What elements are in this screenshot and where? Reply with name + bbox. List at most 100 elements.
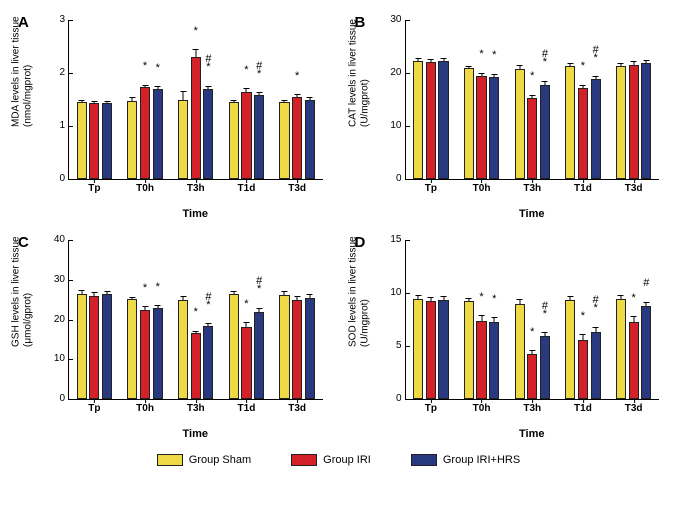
y-tick: 10 xyxy=(54,354,69,364)
legend-swatch xyxy=(411,454,437,466)
bar xyxy=(203,89,213,179)
error-bar xyxy=(494,74,495,77)
bar xyxy=(629,65,639,179)
legend-item: Group Sham xyxy=(157,454,251,466)
x-tick: T3d xyxy=(288,179,306,194)
error-bar xyxy=(81,100,82,103)
bar xyxy=(578,340,588,399)
significance-marker: * xyxy=(143,61,147,72)
significance-marker: * xyxy=(156,63,160,74)
significance-marker: # xyxy=(256,276,262,287)
x-tick: T3h xyxy=(187,179,205,194)
y-tick: 3 xyxy=(59,15,69,25)
error-bar xyxy=(443,58,444,61)
x-tick: T1d xyxy=(574,399,592,414)
error-bar xyxy=(297,296,298,301)
error-bar xyxy=(570,63,571,66)
x-tick: T1d xyxy=(574,179,592,194)
x-axis-label: Time xyxy=(68,208,323,220)
x-tick: T0h xyxy=(136,179,154,194)
y-axis-label: GSH levels in liver tissue(μmol/gprot) xyxy=(11,327,34,347)
error-bar xyxy=(94,101,95,104)
error-bar xyxy=(107,101,108,104)
bar xyxy=(191,333,201,399)
error-bar xyxy=(246,88,247,91)
panel-C: CGSH levels in liver tissue(μmol/gprot)0… xyxy=(12,232,329,442)
error-bar xyxy=(519,299,520,303)
legend-swatch xyxy=(291,454,317,466)
error-bar xyxy=(532,95,533,98)
error-bar xyxy=(595,76,596,79)
error-bar xyxy=(468,66,469,68)
error-bar xyxy=(208,323,209,326)
error-bar xyxy=(633,61,634,65)
error-bar xyxy=(208,86,209,89)
error-bar xyxy=(544,81,545,85)
bar xyxy=(127,299,137,399)
bar xyxy=(229,102,239,179)
y-tick: 15 xyxy=(390,235,405,245)
bar xyxy=(476,321,486,399)
bar xyxy=(140,87,150,179)
y-axis-label: SOD levels in liver tissue(U/mgprot) xyxy=(347,327,370,347)
bar xyxy=(77,102,87,179)
error-bar xyxy=(145,306,146,309)
error-bar xyxy=(309,97,310,100)
error-bar xyxy=(481,73,482,76)
error-bar xyxy=(157,86,158,89)
bar xyxy=(438,300,448,399)
y-tick: 0 xyxy=(396,174,406,184)
bar xyxy=(438,61,448,179)
bar xyxy=(476,76,486,179)
significance-marker: * xyxy=(194,26,198,37)
bar xyxy=(89,296,99,399)
plot-area: 0102030TpT0hT3hT1dT3d*****#*# xyxy=(405,20,660,180)
bar xyxy=(489,77,499,179)
bar xyxy=(191,57,201,179)
error-bar xyxy=(582,85,583,88)
bar xyxy=(102,294,112,399)
x-axis-label: Time xyxy=(68,428,323,440)
error-bar xyxy=(544,332,545,336)
error-bar xyxy=(183,296,184,301)
error-bar xyxy=(570,296,571,300)
x-axis-label: Time xyxy=(405,208,660,220)
significance-marker: * xyxy=(479,292,483,303)
y-tick: 30 xyxy=(390,15,405,25)
error-bar xyxy=(633,316,634,321)
error-bar xyxy=(259,308,260,313)
y-tick: 0 xyxy=(396,394,406,404)
y-axis-label: MDA levels in liver tissue(nmol/mgprot) xyxy=(11,107,34,127)
y-tick: 40 xyxy=(54,235,69,245)
error-bar xyxy=(297,94,298,97)
bar xyxy=(127,101,137,179)
bar xyxy=(464,68,474,179)
bar xyxy=(203,326,213,399)
bar xyxy=(641,306,651,399)
error-bar xyxy=(195,49,196,57)
bar xyxy=(292,97,302,179)
x-tick: T3d xyxy=(625,399,643,414)
x-tick: T1d xyxy=(238,179,256,194)
error-bar xyxy=(519,65,520,69)
bar xyxy=(178,100,188,180)
bar xyxy=(140,310,150,399)
significance-marker: # xyxy=(593,295,599,306)
y-tick: 30 xyxy=(54,275,69,285)
y-tick: 20 xyxy=(54,315,69,325)
significance-marker: * xyxy=(492,294,496,305)
significance-marker: * xyxy=(530,71,534,82)
bar xyxy=(305,298,315,399)
significance-marker: * xyxy=(581,311,585,322)
error-bar xyxy=(107,291,108,295)
plot-area: 010203040TpT0hT3hT1dT3d*****#*# xyxy=(68,240,323,400)
significance-marker: # xyxy=(643,278,649,289)
error-bar xyxy=(81,290,82,295)
bar xyxy=(578,88,588,179)
x-tick: T3d xyxy=(288,399,306,414)
error-bar xyxy=(418,295,419,299)
bar xyxy=(540,336,550,399)
error-bar xyxy=(620,63,621,66)
error-bar xyxy=(418,58,419,61)
x-tick: T0h xyxy=(473,179,491,194)
